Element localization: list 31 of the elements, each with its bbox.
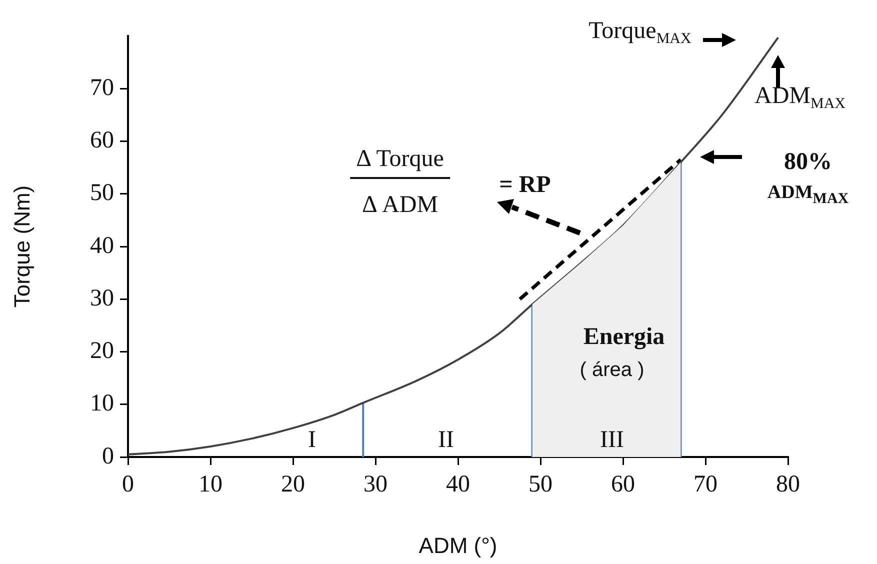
- annotation: Δ ADM: [362, 192, 438, 218]
- x-tick-label: 60: [611, 472, 635, 498]
- x-tick-label: 30: [364, 472, 388, 498]
- y-tick-label: 30: [90, 285, 114, 312]
- annotation: Δ Torque: [350, 146, 450, 179]
- y-tick-label: 70: [90, 74, 114, 101]
- annotation: = RP: [499, 172, 551, 198]
- y-tick-label: 0: [102, 443, 114, 470]
- y-tick-label: 20: [90, 338, 114, 364]
- x-axis-title: ADM (°): [418, 532, 498, 558]
- y-tick-label: 60: [90, 128, 114, 154]
- x-tick-label: 10: [198, 472, 222, 498]
- x-tick-label: 40: [446, 472, 470, 498]
- y-tick-label: 10: [90, 390, 114, 417]
- annotation: Energia: [583, 324, 665, 350]
- x-tick-label: 20: [281, 472, 305, 498]
- annotation: II: [438, 427, 454, 453]
- annotation: III: [600, 427, 624, 453]
- x-tick-label: 70: [694, 472, 718, 498]
- y-tick-label: 50: [90, 180, 114, 206]
- annotation: ADM$_{MAX}$: [767, 182, 849, 207]
- annotation: 80%: [784, 149, 832, 175]
- x-tick-label: 80: [776, 472, 800, 498]
- annotation: ADM$_{MAX}$: [754, 83, 846, 112]
- annotation: I: [308, 427, 316, 453]
- y-tick-label: 40: [90, 232, 114, 259]
- annotation: Torque$_{MAX}$: [588, 18, 692, 47]
- y-axis-title: Torque (Nm): [9, 185, 34, 308]
- annotation: ( área ): [580, 359, 644, 381]
- x-tick-label: 50: [528, 472, 552, 498]
- x-tick-label: 0: [122, 472, 134, 498]
